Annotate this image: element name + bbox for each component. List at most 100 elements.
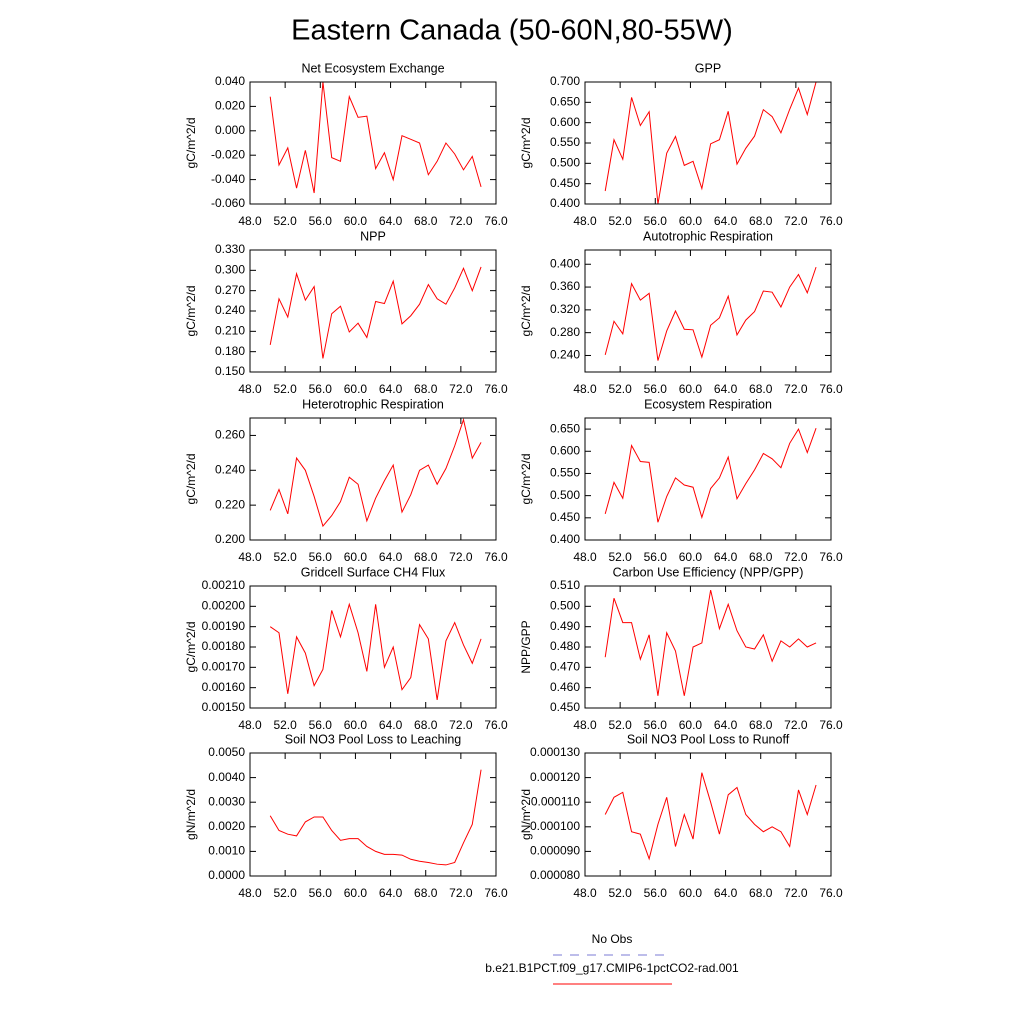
x-tick-label: 60.0 (344, 718, 368, 732)
y-tick-label: 0.000090 (530, 844, 580, 858)
panel-title: Soil NO3 Pool Loss to Runoff (627, 732, 790, 746)
y-tick-label: 0.220 (215, 497, 245, 511)
x-tick-label: 76.0 (484, 214, 508, 228)
y-axis-label: gC/m^2/d (184, 118, 198, 169)
y-tick-label: 0.0040 (208, 770, 245, 784)
x-tick-label: 60.0 (344, 886, 368, 900)
plot-frame (249, 249, 497, 373)
y-tick-label: 0.020 (215, 99, 245, 113)
data-line (604, 772, 817, 861)
x-tick-label: 68.0 (749, 886, 773, 900)
y-tick-label: 0.200 (215, 532, 245, 546)
x-tick-label: 52.0 (608, 886, 632, 900)
x-tick-label: 56.0 (309, 718, 333, 732)
y-tick-label: 0.470 (550, 660, 580, 674)
y-tick-label: 0.240 (550, 348, 580, 362)
y-tick-label: 0.500 (550, 599, 580, 613)
y-tick-label: 0.240 (215, 303, 245, 317)
y-tick-label: 0.330 (215, 242, 245, 256)
y-tick-label: 0.510 (550, 578, 580, 592)
x-tick-label: 76.0 (819, 382, 843, 396)
x-tick-label: 64.0 (379, 718, 403, 732)
x-tick-label: 52.0 (273, 550, 297, 564)
data-line (269, 81, 482, 194)
panel-title: Soil NO3 Pool Loss to Leaching (285, 732, 462, 746)
x-tick-label: 72.0 (784, 214, 808, 228)
y-tick-label: 0.150 (215, 364, 245, 378)
panel-title: Carbon Use Efficiency (NPP/GPP) (613, 565, 804, 579)
x-tick-label: 60.0 (679, 214, 703, 228)
x-tick-label: 56.0 (644, 886, 668, 900)
y-tick-label: 0.450 (550, 700, 580, 714)
data-line (269, 417, 482, 528)
panel-title: Net Ecosystem Exchange (301, 61, 444, 75)
x-tick-label: 68.0 (749, 550, 773, 564)
x-tick-label: 72.0 (784, 550, 808, 564)
y-tick-label: 0.000080 (530, 868, 580, 882)
y-tick-label: 0.00170 (202, 660, 246, 674)
y-tick-label: 0.000100 (530, 819, 580, 833)
y-tick-label: 0.210 (215, 324, 245, 338)
y-tick-label: 0.490 (550, 619, 580, 633)
x-tick-label: 56.0 (309, 550, 333, 564)
data-line (269, 266, 482, 359)
y-tick-label: 0.0000 (208, 868, 245, 882)
plot-frame (249, 81, 497, 205)
x-tick-label: 52.0 (273, 718, 297, 732)
x-tick-label: 56.0 (309, 886, 333, 900)
x-tick-label: 48.0 (573, 382, 597, 396)
x-tick-label: 76.0 (484, 718, 508, 732)
x-tick-label: 64.0 (714, 382, 738, 396)
x-tick-label: 48.0 (238, 886, 262, 900)
y-tick-label: 0.700 (550, 74, 580, 88)
x-tick-label: 56.0 (644, 214, 668, 228)
x-tick-label: 60.0 (344, 214, 368, 228)
x-tick-label: 72.0 (784, 886, 808, 900)
x-tick-label: 48.0 (573, 718, 597, 732)
y-tick-label: 0.450 (550, 510, 580, 524)
plot-frame (249, 417, 497, 541)
x-tick-label: 48.0 (238, 718, 262, 732)
x-tick-label: 68.0 (749, 214, 773, 228)
x-tick-label: 48.0 (573, 550, 597, 564)
panel-title: GPP (695, 61, 721, 75)
plot-frame (584, 81, 832, 205)
x-tick-label: 72.0 (449, 214, 473, 228)
y-tick-label: 0.260 (215, 428, 245, 442)
x-tick-label: 60.0 (344, 550, 368, 564)
plot-frame (584, 752, 832, 877)
y-axis-label: gC/m^2/d (519, 454, 533, 505)
x-tick-label: 72.0 (449, 886, 473, 900)
y-tick-label: 0.400 (550, 256, 580, 270)
x-tick-label: 76.0 (819, 550, 843, 564)
x-tick-label: 68.0 (414, 382, 438, 396)
y-tick-label: 0.450 (550, 176, 580, 190)
y-tick-label: -0.020 (211, 147, 245, 161)
x-tick-label: 52.0 (608, 382, 632, 396)
figure-title: Eastern Canada (50-60N,80-55W) (291, 15, 733, 47)
y-tick-label: 0.480 (550, 639, 580, 653)
y-tick-label: 0.000 (215, 123, 245, 137)
x-tick-label: 56.0 (644, 382, 668, 396)
y-tick-label: -0.060 (211, 196, 245, 210)
plot-frame (249, 585, 497, 709)
y-tick-label: -0.040 (211, 172, 245, 186)
y-tick-label: 0.0020 (208, 819, 245, 833)
x-tick-label: 60.0 (679, 550, 703, 564)
x-tick-label: 52.0 (273, 886, 297, 900)
x-tick-label: 72.0 (449, 550, 473, 564)
x-tick-label: 64.0 (714, 214, 738, 228)
data-line (604, 589, 817, 696)
y-tick-label: 0.0010 (208, 844, 245, 858)
panel-title: Autotrophic Respiration (643, 229, 773, 243)
y-tick-label: 0.00210 (202, 578, 246, 592)
y-tick-label: 0.650 (550, 95, 580, 109)
x-tick-label: 64.0 (714, 886, 738, 900)
y-tick-label: 0.400 (550, 532, 580, 546)
x-tick-label: 76.0 (819, 214, 843, 228)
x-tick-label: 76.0 (484, 550, 508, 564)
plot-frame (584, 585, 832, 709)
data-line (269, 769, 482, 866)
data-line (604, 427, 817, 523)
